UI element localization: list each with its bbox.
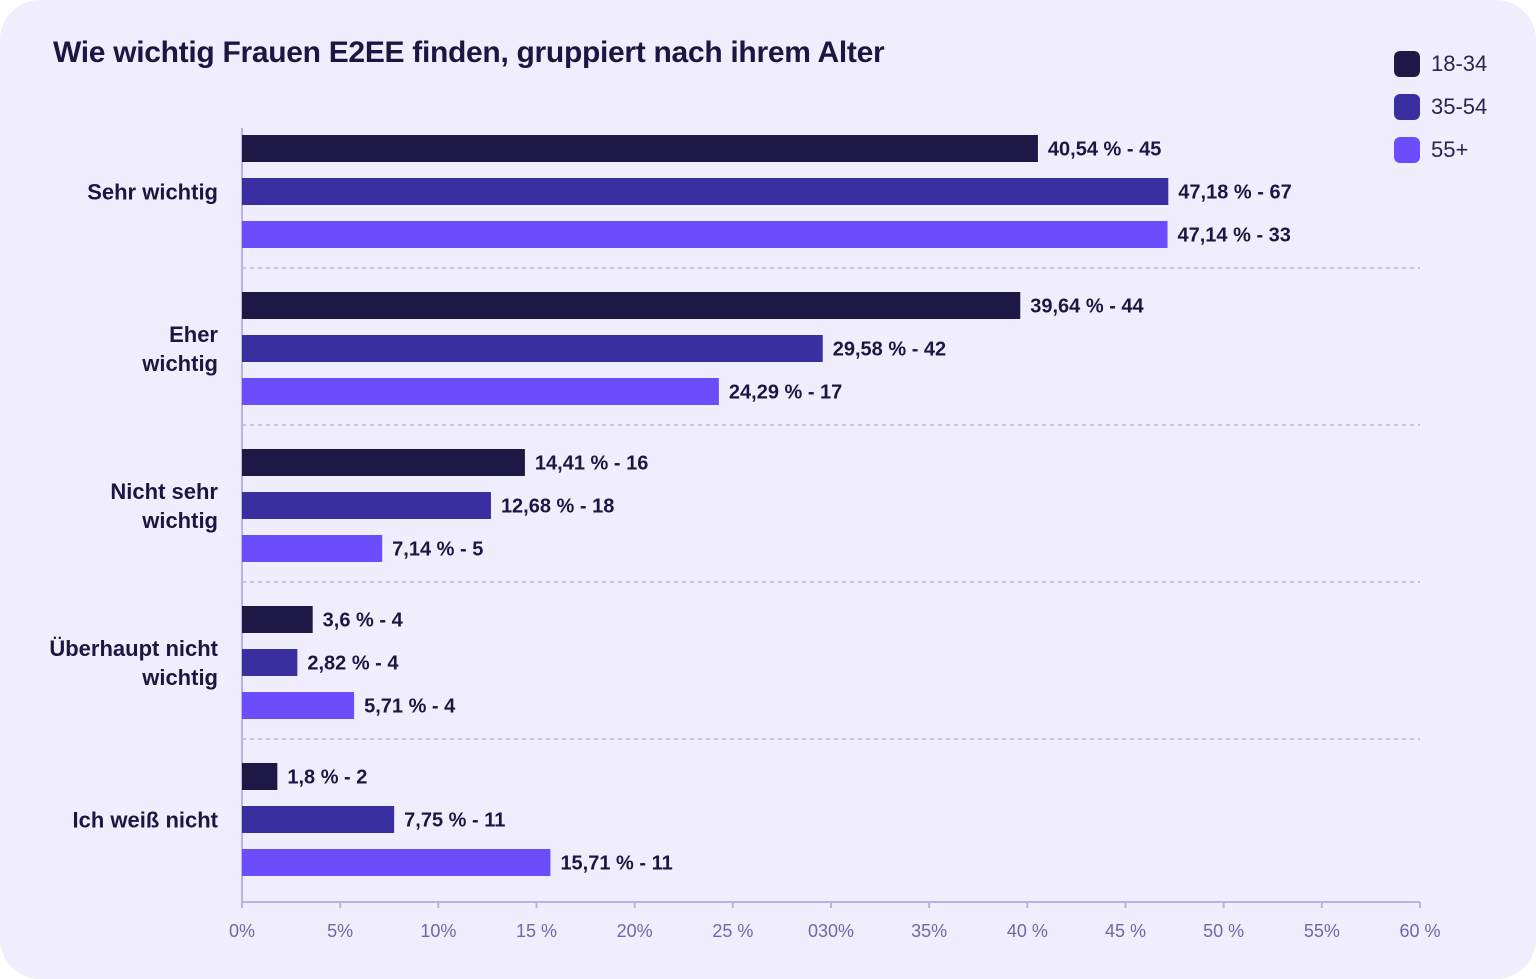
bar: [242, 335, 823, 362]
category-label: Eher wichtig: [141, 322, 218, 376]
category-label: Sehr wichtig: [87, 180, 218, 205]
category-label: Ich weiß nicht: [73, 808, 219, 833]
chart-title: Wie wichtig Frauen E2EE finden, gruppier…: [53, 36, 885, 69]
data-label: 7,14 % - 5: [392, 539, 483, 561]
bar: [242, 535, 383, 562]
x-tick-label: 50 %: [1203, 921, 1244, 941]
data-label: 7,75 % - 11: [404, 810, 505, 832]
legend-item-55-plus: 55+: [1394, 128, 1487, 171]
legend-swatch-35-54: [1394, 93, 1420, 120]
data-label: 14,41 % - 16: [535, 453, 648, 475]
category-label: Überhaupt nicht wichtig: [49, 636, 218, 690]
bar: [242, 449, 525, 476]
category-label-line: Ich weiß nicht: [73, 808, 219, 833]
category-label-line: wichtig: [141, 351, 218, 376]
data-label: 29,58 % - 42: [833, 339, 946, 361]
x-tick-label: 40 %: [1007, 921, 1048, 941]
data-label: 5,71 % - 4: [364, 696, 456, 718]
data-label: 47,18 % - 67: [1178, 182, 1291, 204]
data-label: 2,82 % - 4: [307, 653, 399, 675]
category-label: Nicht sehr wichtig: [110, 479, 218, 533]
bar: [242, 178, 1169, 205]
data-label: 39,64 % - 44: [1030, 296, 1144, 318]
data-label: 24,29 % - 17: [729, 382, 842, 404]
legend-label: 35-54: [1431, 93, 1488, 119]
legend-swatch-55-plus: [1394, 136, 1420, 163]
x-tick-label: 20%: [617, 921, 653, 941]
bar: [242, 763, 278, 790]
category-label-line: Überhaupt nicht: [49, 636, 218, 661]
category-label-line: Nicht sehr: [110, 479, 218, 504]
category-label-line: wichtig: [141, 508, 218, 533]
data-label: 12,68 % - 18: [501, 496, 614, 518]
legend-label: 55+: [1431, 136, 1469, 162]
bar: [242, 378, 719, 405]
x-tick-label: 030%: [808, 921, 854, 941]
x-tick-label: 15 %: [516, 921, 557, 941]
bar: [242, 806, 395, 833]
data-label: 1,8 % - 2: [287, 767, 367, 789]
bar: [242, 606, 313, 633]
legend: 18-34 35-54 55+: [1394, 42, 1487, 171]
data-label: 47,14 % - 33: [1178, 225, 1291, 247]
legend-item-35-54: 35-54: [1394, 85, 1487, 128]
x-tick-label: 45 %: [1105, 921, 1146, 941]
bar: [242, 692, 355, 719]
data-label: 15,71 % - 11: [560, 853, 672, 875]
bar: [242, 492, 491, 519]
legend-swatch-18-34: [1394, 50, 1420, 77]
category-label-line: Sehr wichtig: [87, 180, 218, 205]
legend-item-18-34: 18-34: [1394, 42, 1487, 85]
x-tick-label: 35%: [911, 921, 947, 941]
bar: [242, 649, 298, 676]
bar: [242, 221, 1168, 248]
x-tick-label: 0%: [229, 921, 255, 941]
x-tick-label: 5%: [327, 921, 353, 941]
data-label: 3,6 % - 4: [323, 610, 404, 632]
x-tick-label: 25 %: [712, 921, 753, 941]
x-tick-label: 10%: [420, 921, 456, 941]
data-label: 40,54 % - 45: [1048, 139, 1161, 161]
x-tick-label: 60 %: [1399, 921, 1440, 941]
bar: [242, 135, 1038, 162]
bar: [242, 849, 551, 876]
category-label-line: wichtig: [141, 665, 218, 690]
bar: [242, 292, 1021, 319]
legend-label: 18-34: [1431, 50, 1488, 76]
category-label-line: Eher: [169, 322, 218, 347]
x-tick-label: 55%: [1304, 921, 1340, 941]
